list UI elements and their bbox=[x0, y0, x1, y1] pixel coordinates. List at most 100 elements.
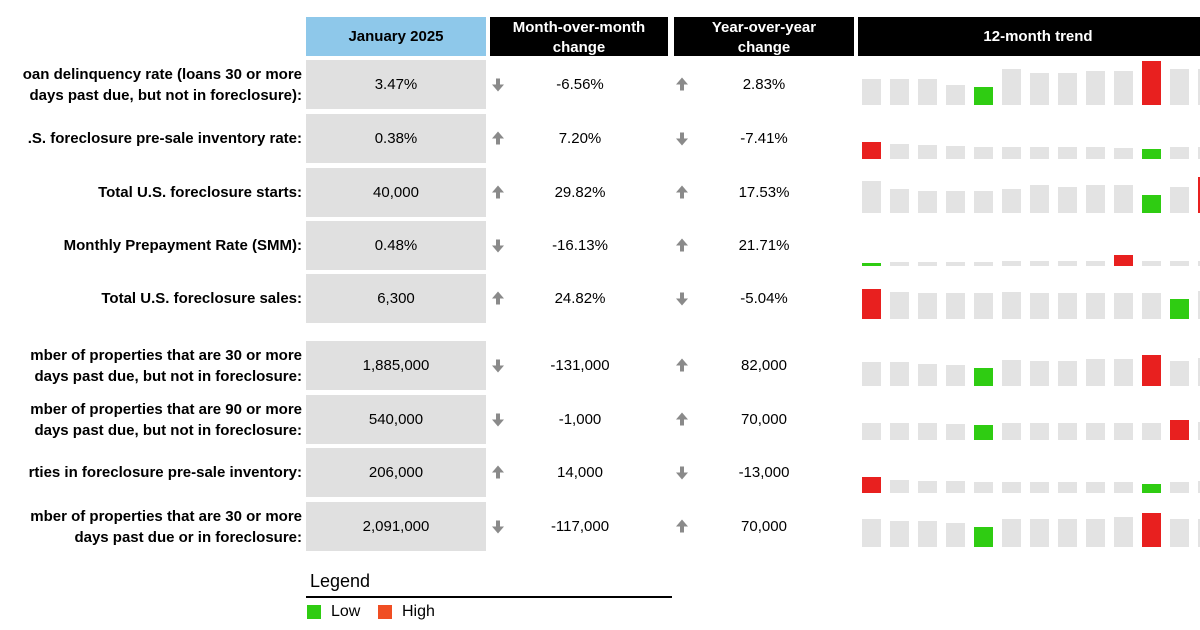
trend-bar bbox=[862, 423, 881, 440]
trend-bar bbox=[1002, 147, 1021, 159]
mom-change: -1,000 bbox=[558, 411, 602, 428]
row-label: mber of properties that are 30 or more da… bbox=[30, 341, 302, 390]
mom-change: -6.56% bbox=[556, 76, 604, 93]
trend-bar bbox=[862, 362, 881, 386]
trend-bar bbox=[1058, 293, 1077, 319]
label-line: mber of properties that are 90 or more bbox=[30, 400, 302, 418]
trend-bar bbox=[1170, 482, 1189, 493]
arrow-up bbox=[676, 185, 688, 199]
header-line: Year-over-year bbox=[711, 19, 817, 36]
header-line: 12-month trend bbox=[983, 28, 1093, 45]
trend-bar bbox=[1002, 519, 1021, 547]
label-line: Total U.S. foreclosure sales: bbox=[101, 290, 302, 307]
trend-bar bbox=[1114, 71, 1133, 105]
trend-bar bbox=[1030, 423, 1049, 440]
trend-bar bbox=[1086, 423, 1105, 440]
row-label: Monthly Prepayment Rate (SMM): bbox=[64, 221, 302, 270]
trend-bar bbox=[918, 191, 937, 213]
trend-bar bbox=[1170, 261, 1189, 266]
trend-bar bbox=[1086, 359, 1105, 386]
mom-change: 24.82% bbox=[554, 290, 606, 307]
trend-bar bbox=[1002, 423, 1021, 440]
legend-label: Low bbox=[331, 603, 361, 620]
trend-bar bbox=[1058, 147, 1077, 159]
yoy-change: 70,000 bbox=[741, 518, 787, 535]
current-value: 1,885,000 bbox=[306, 341, 486, 390]
trend-bar bbox=[1002, 292, 1021, 319]
trend-bar bbox=[1198, 147, 1200, 159]
trend-bar bbox=[1170, 147, 1189, 159]
trend-bar bbox=[974, 191, 993, 213]
trend-bar bbox=[918, 262, 937, 266]
header-line: January 2025 bbox=[348, 28, 444, 45]
arrow-down bbox=[492, 359, 504, 373]
arrow-down bbox=[676, 466, 688, 480]
current-value: 2,091,000 bbox=[306, 502, 486, 551]
trend-bar bbox=[918, 293, 937, 319]
trend-bar bbox=[862, 263, 881, 266]
trend-bar bbox=[1058, 73, 1077, 105]
trend-bar bbox=[890, 480, 909, 493]
row-label: rties in foreclosure pre-sale inventory: bbox=[29, 448, 302, 497]
mom-change: -16.13% bbox=[552, 237, 608, 254]
trend-bar bbox=[890, 79, 909, 105]
column-header: 12-month trend bbox=[858, 17, 1200, 56]
arrow-down bbox=[492, 78, 504, 92]
legend-label: High bbox=[402, 603, 435, 620]
current-value: 0.38% bbox=[306, 114, 486, 163]
column-header: Year-over-year change bbox=[674, 17, 854, 56]
trend-bar bbox=[1142, 61, 1161, 105]
trend-bar bbox=[1114, 255, 1133, 266]
trend-bar bbox=[1058, 482, 1077, 493]
label-line: days past due, but not in foreclosure): bbox=[29, 86, 302, 104]
arrow-up bbox=[676, 519, 688, 533]
row-label: oan delinquency rate (loans 30 or more da… bbox=[23, 60, 302, 109]
trend-bar bbox=[1086, 185, 1105, 213]
trend-bar bbox=[1058, 187, 1077, 213]
trend-bar bbox=[1142, 423, 1161, 440]
trend-bar bbox=[1030, 293, 1049, 319]
trend-bar bbox=[974, 87, 993, 105]
trend-bar bbox=[946, 424, 965, 440]
row-label: Total U.S. foreclosure sales: bbox=[101, 274, 302, 323]
trend-bar bbox=[1030, 147, 1049, 159]
arrow-up bbox=[492, 131, 504, 145]
trend-bar bbox=[862, 142, 881, 159]
arrow-up bbox=[492, 185, 504, 199]
label-line: oan delinquency rate (loans 30 or more bbox=[22, 65, 302, 83]
current-value: 540,000 bbox=[306, 395, 486, 444]
trend-bar bbox=[1030, 519, 1049, 547]
trend-bar bbox=[862, 181, 881, 213]
trend-bar bbox=[1114, 423, 1133, 440]
trend-bar bbox=[1030, 73, 1049, 105]
trend-bar bbox=[946, 146, 965, 159]
trend-bar bbox=[1002, 189, 1021, 213]
trend-bar bbox=[890, 362, 909, 386]
trend-bar bbox=[890, 262, 909, 266]
mom-change: -117,000 bbox=[550, 518, 610, 535]
label-line: rties in foreclosure pre-sale inventory: bbox=[28, 464, 302, 481]
legend-swatch bbox=[307, 605, 321, 619]
current-value: 40,000 bbox=[306, 168, 486, 217]
trend-bar bbox=[1058, 423, 1077, 440]
trend-bar bbox=[1198, 519, 1200, 547]
trend-bar bbox=[946, 523, 965, 547]
yoy-change: 17.53% bbox=[738, 184, 790, 201]
trend-bar bbox=[1142, 261, 1161, 266]
trend-bar bbox=[1114, 517, 1133, 547]
arrow-down bbox=[492, 520, 504, 534]
trend-bar bbox=[1002, 261, 1021, 266]
trend-bar bbox=[974, 482, 993, 493]
yoy-change: -7.41% bbox=[740, 130, 788, 147]
yoy-change: 82,000 bbox=[741, 357, 787, 374]
trend-bar bbox=[946, 481, 965, 493]
trend-bar bbox=[862, 79, 881, 105]
yoy-change: 70,000 bbox=[741, 411, 787, 428]
label-line: days past due or in foreclosure: bbox=[74, 528, 302, 546]
label-line: mber of properties that are 30 or more bbox=[30, 346, 302, 364]
trend-bar bbox=[1114, 148, 1133, 159]
trend-bar bbox=[1086, 519, 1105, 547]
trend-bar bbox=[890, 292, 909, 319]
label-line: .S. foreclosure pre-sale inventory rate: bbox=[27, 130, 302, 147]
